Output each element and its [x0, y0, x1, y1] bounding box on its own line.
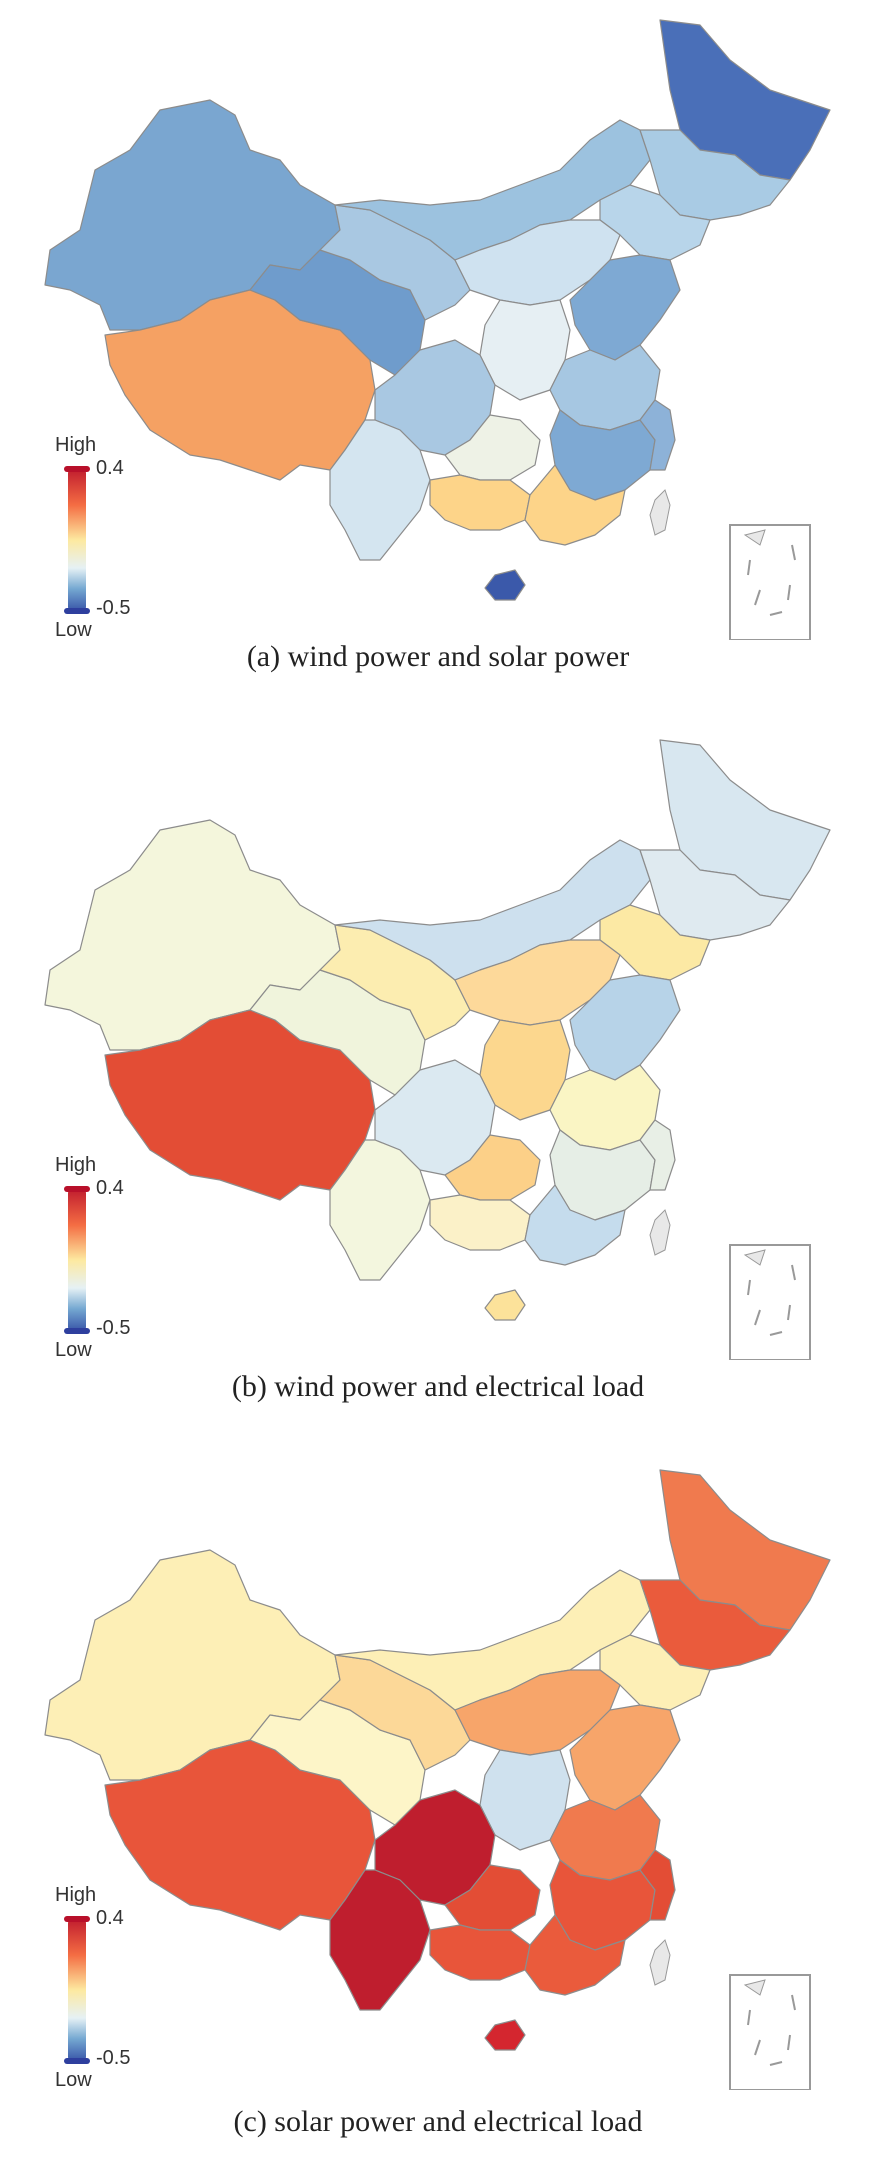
region-south-central [549, 409, 656, 501]
region-southwest [329, 1139, 431, 1281]
inset-dash-4 [769, 2061, 783, 2066]
inset-dash-0 [747, 2009, 751, 2026]
inset-dash-4 [769, 611, 783, 616]
caption-b: (b) wind power and electrical load [231, 1370, 645, 1403]
region-east-south [639, 399, 676, 471]
legend-max-value: 0.4 [96, 1177, 124, 1199]
region-taiwan [649, 1209, 671, 1256]
map-panel-c: High 0.4 -0.5 Low [0, 1450, 876, 2090]
legend-high-label: High [55, 434, 96, 456]
region-east-south [639, 1119, 676, 1191]
region-southwest [329, 1869, 431, 2011]
legend-min-value: -0.5 [96, 2047, 130, 2069]
region-east-coast [569, 1704, 681, 1811]
inset-dash-3 [787, 1304, 791, 1321]
legend-cap-top [64, 1186, 90, 1192]
inset-island [743, 1249, 766, 1266]
map-panel-b: High 0.4 -0.5 Low [0, 720, 876, 1360]
legend-cap-bottom [64, 608, 90, 614]
region-taiwan [649, 1939, 671, 1986]
region-guangdong [524, 1914, 626, 1996]
inset-dash-2 [754, 1309, 761, 1326]
inset-dash-3 [787, 584, 791, 601]
legend-cap-bottom [64, 1328, 90, 1334]
region-southwest [329, 419, 431, 561]
legend-cap-bottom [64, 2058, 90, 2064]
legend-max-value: 0.4 [96, 1907, 124, 1929]
region-taiwan [649, 489, 671, 536]
region-guangdong [524, 1184, 626, 1266]
inset-dash-2 [754, 589, 761, 606]
south-china-sea-inset [729, 524, 811, 640]
region-guangxi [429, 1194, 531, 1251]
region-east-coast [569, 254, 681, 361]
south-china-sea-inset [729, 1974, 811, 2090]
region-guangxi [429, 1924, 531, 1981]
region-hainan [484, 2019, 526, 2051]
legend-high-label: High [55, 1154, 96, 1176]
caption-c: (c) solar power and electrical load [233, 2105, 643, 2138]
region-hainan [484, 1289, 526, 1321]
region-east-coast [569, 974, 681, 1081]
legend-low-label: Low [55, 1339, 92, 1360]
legend-colorbar [68, 470, 86, 610]
legend-min-value: -0.5 [96, 597, 130, 619]
region-south-central [549, 1859, 656, 1951]
legend-max-value: 0.4 [96, 457, 124, 479]
legend-cap-top [64, 466, 90, 472]
inset-dash-1 [791, 544, 796, 561]
inset-island [743, 1979, 766, 1996]
legend-low-label: Low [55, 619, 92, 640]
map-panel-a: High 0.4 -0.5 Low [0, 0, 876, 640]
legend-colorbar [68, 1920, 86, 2060]
legend-low-label: Low [55, 2069, 92, 2090]
inset-island [743, 529, 766, 546]
legend-colorbar [68, 1190, 86, 1330]
legend-cap-top [64, 1916, 90, 1922]
caption-a: (a) wind power and solar power [246, 640, 630, 673]
inset-dash-1 [791, 1994, 796, 2011]
inset-dash-2 [754, 2039, 761, 2056]
region-guangdong [524, 464, 626, 546]
inset-dash-1 [791, 1264, 796, 1281]
inset-dash-4 [769, 1331, 783, 1336]
south-china-sea-inset [729, 1244, 811, 1360]
legend-high-label: High [55, 1884, 96, 1906]
region-guangxi [429, 474, 531, 531]
inset-dash-0 [747, 1279, 751, 1296]
inset-dash-0 [747, 559, 751, 576]
legend-min-value: -0.5 [96, 1317, 130, 1339]
region-hainan [484, 569, 526, 601]
region-south-central [549, 1129, 656, 1221]
region-east-south [639, 1849, 676, 1921]
inset-dash-3 [787, 2034, 791, 2051]
